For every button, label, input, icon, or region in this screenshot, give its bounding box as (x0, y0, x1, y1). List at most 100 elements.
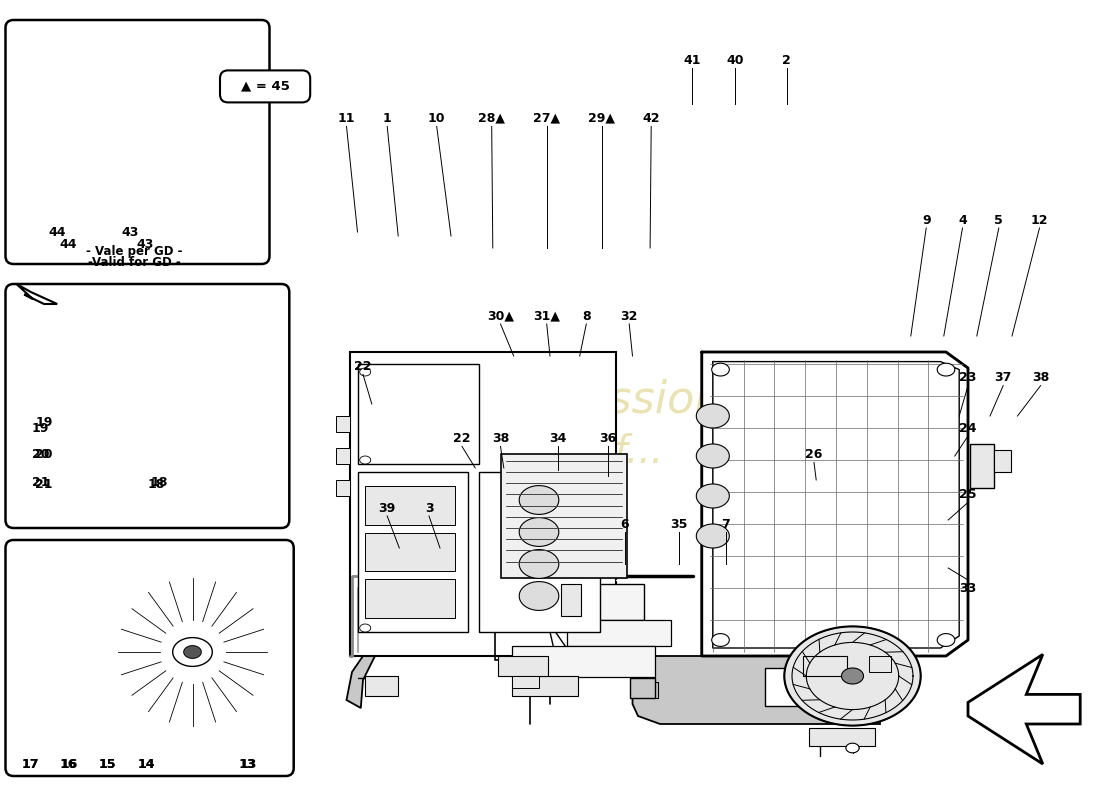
Text: 20: 20 (32, 448, 50, 461)
Text: 17: 17 (22, 758, 40, 770)
Text: 14: 14 (138, 758, 155, 770)
Text: f...: f... (613, 433, 663, 471)
Polygon shape (784, 626, 921, 726)
Polygon shape (222, 402, 262, 430)
Polygon shape (6, 24, 28, 52)
Polygon shape (222, 362, 262, 390)
Text: 27▲: 27▲ (534, 112, 560, 125)
Text: 21: 21 (35, 478, 53, 490)
Text: 5: 5 (994, 214, 1003, 226)
Text: 29▲: 29▲ (588, 112, 615, 125)
Polygon shape (195, 42, 212, 54)
Text: 9: 9 (922, 214, 931, 226)
Polygon shape (16, 284, 57, 304)
Bar (764, 668, 825, 706)
Polygon shape (937, 634, 955, 646)
Text: 39: 39 (378, 502, 396, 514)
Polygon shape (358, 472, 468, 632)
Bar (365, 486, 455, 525)
Text: 34: 34 (549, 432, 566, 445)
Text: 25: 25 (959, 488, 977, 501)
Polygon shape (360, 456, 371, 464)
Polygon shape (519, 486, 559, 514)
Text: - Vale per GD -: - Vale per GD - (86, 246, 183, 258)
Bar (512, 676, 578, 696)
Bar (498, 656, 548, 676)
Text: 15: 15 (99, 758, 117, 770)
Text: 22: 22 (453, 432, 471, 445)
Text: 13: 13 (240, 758, 257, 770)
Text: 23: 23 (959, 371, 977, 384)
Text: 44: 44 (59, 238, 77, 250)
Text: 37: 37 (994, 371, 1012, 384)
Text: 42: 42 (642, 112, 660, 125)
Text: 33: 33 (959, 582, 977, 594)
Bar (808, 728, 874, 746)
Text: 18: 18 (151, 476, 168, 489)
FancyBboxPatch shape (6, 540, 294, 776)
Text: 11: 11 (338, 112, 355, 125)
Text: 18: 18 (147, 478, 165, 490)
Polygon shape (142, 303, 177, 329)
Text: 14: 14 (138, 758, 155, 770)
Text: 16: 16 (59, 758, 77, 770)
Text: 38: 38 (492, 432, 509, 445)
Bar (336, 448, 350, 464)
Polygon shape (222, 442, 262, 470)
Polygon shape (846, 743, 859, 753)
Text: 41: 41 (683, 54, 701, 66)
Text: 16: 16 (60, 758, 78, 770)
Text: 12: 12 (1031, 214, 1048, 226)
Text: 10: 10 (428, 112, 446, 125)
Bar (490, 584, 644, 620)
Text: 6: 6 (620, 518, 629, 530)
Text: 24: 24 (959, 422, 977, 434)
Text: 32: 32 (620, 310, 638, 322)
Polygon shape (702, 352, 968, 656)
Text: 31▲: 31▲ (534, 310, 560, 322)
Bar (994, 450, 1011, 472)
Text: 35: 35 (670, 518, 688, 530)
Bar (336, 480, 350, 496)
Polygon shape (173, 638, 212, 666)
Bar (630, 678, 654, 698)
Polygon shape (360, 368, 371, 376)
Bar (365, 676, 398, 696)
FancyBboxPatch shape (220, 70, 310, 102)
Text: 17: 17 (22, 758, 40, 770)
Text: 36: 36 (600, 432, 617, 445)
Text: 1: 1 (383, 112, 392, 125)
Polygon shape (110, 568, 275, 736)
Text: 13: 13 (239, 758, 256, 770)
Text: 21: 21 (32, 476, 50, 489)
Bar (869, 656, 891, 672)
Text: 38: 38 (1032, 371, 1049, 384)
Text: 43: 43 (136, 238, 154, 250)
Text: 40: 40 (726, 54, 744, 66)
Text: 4: 4 (958, 214, 967, 226)
Polygon shape (87, 303, 122, 329)
Polygon shape (222, 322, 262, 350)
Text: 20: 20 (35, 448, 53, 461)
Text: 2: 2 (782, 54, 791, 66)
Bar (512, 676, 539, 688)
Bar (803, 656, 847, 676)
Bar (358, 364, 478, 464)
Polygon shape (696, 484, 729, 508)
Polygon shape (350, 352, 616, 656)
Bar (500, 454, 627, 578)
Bar (566, 620, 671, 646)
Polygon shape (360, 624, 371, 632)
Text: 3: 3 (425, 502, 433, 514)
Polygon shape (696, 444, 729, 468)
Text: passion: passion (553, 378, 723, 422)
Text: 30▲: 30▲ (487, 310, 514, 322)
Polygon shape (842, 668, 864, 684)
Text: 82049300: 82049300 (458, 474, 598, 502)
Bar (478, 472, 600, 632)
FancyBboxPatch shape (6, 20, 270, 264)
Polygon shape (222, 42, 240, 54)
Text: 15: 15 (99, 758, 117, 770)
Polygon shape (632, 656, 880, 724)
Text: 19: 19 (32, 422, 50, 434)
